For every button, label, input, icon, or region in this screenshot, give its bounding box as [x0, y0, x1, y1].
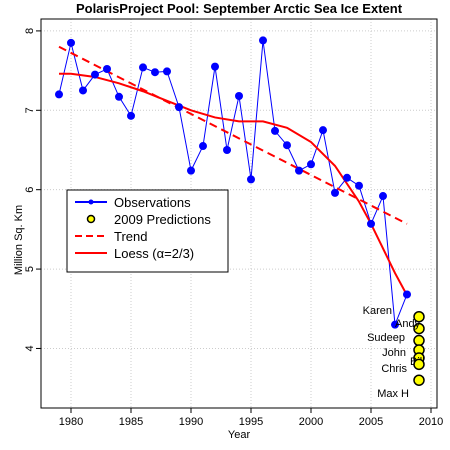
observation-point: [307, 160, 315, 169]
prediction-label: John: [382, 347, 406, 359]
observation-point: [259, 36, 267, 45]
x-tick-label: 2005: [359, 416, 383, 428]
observation-point: [355, 181, 363, 190]
observation-point: [271, 126, 279, 135]
y-tick-label: 8: [24, 28, 36, 34]
observation-point: [343, 173, 351, 182]
legend-label: Observations: [114, 195, 191, 210]
y-tick-label: 4: [24, 345, 36, 351]
observation-point: [379, 192, 387, 201]
observation-point: [127, 111, 135, 120]
axes: 1980 1985 1990 1995 2000 2005 2010 4 5 6 7 8: [24, 18, 443, 428]
prediction-label: Max H: [377, 388, 409, 400]
observation-point: [367, 219, 375, 228]
observation-point: [295, 166, 303, 175]
y-tick-label: 6: [24, 187, 36, 193]
observation-point: [139, 63, 147, 72]
x-tick-label: 2010: [419, 416, 443, 428]
observation-point: [211, 62, 219, 71]
observation-point: [223, 145, 231, 154]
prediction-label: Chris: [381, 363, 407, 375]
x-tick-label: 1990: [179, 416, 203, 428]
prediction-point: [413, 358, 425, 371]
trend-line: [58, 45, 408, 225]
plot-area: KarenAndySudeepJohnBillChrisMax H: [55, 36, 425, 400]
x-tick-label: 2000: [299, 416, 323, 428]
observation-point: [235, 92, 243, 101]
plot-frame: [40, 18, 438, 409]
legend-box: [66, 189, 229, 273]
observation-point: [187, 166, 195, 175]
observation-point: [103, 65, 111, 74]
observation-point: [283, 141, 291, 150]
observations-line: [58, 40, 408, 325]
legend-marker-predictions: [86, 214, 96, 224]
observation-point: [199, 142, 207, 151]
x-tick-label: 1995: [239, 416, 263, 428]
observation-point: [175, 103, 183, 112]
observation-point: [67, 38, 75, 47]
legend-label: Loess (α=2/3): [114, 246, 194, 261]
prediction-point: [413, 322, 425, 335]
observation-point: [115, 92, 123, 101]
y-tick-label: 7: [24, 107, 36, 113]
prediction-point: [413, 310, 425, 323]
observation-point: [331, 188, 339, 197]
legend-marker-observations: [88, 199, 94, 205]
observation-point: [391, 320, 399, 329]
observation-point: [319, 126, 327, 135]
x-axis-label: Year: [228, 429, 251, 441]
observation-point: [91, 70, 99, 79]
legend-label: 2009 Predictions: [114, 212, 211, 227]
y-axis-label: Million Sq. Km: [13, 205, 25, 275]
x-tick-label: 1980: [59, 416, 83, 428]
observation-point: [151, 68, 159, 77]
chart-title: PolarisProject Pool: September Arctic Se…: [76, 1, 403, 16]
x-tick-label: 1985: [119, 416, 143, 428]
prediction-label: Sudeep: [367, 332, 405, 344]
legend: Observations 2009 Predictions Trend Loess (…: [66, 189, 229, 273]
prediction-label: Karen: [363, 305, 392, 317]
prediction-point: [413, 334, 425, 347]
legend-label: Trend: [114, 229, 147, 244]
y-tick-label: 5: [24, 266, 36, 272]
observation-point: [79, 86, 87, 95]
observation-point: [247, 175, 255, 184]
prediction-point: [413, 374, 425, 386]
prediction-label: Andy: [395, 318, 421, 330]
observation-point: [163, 67, 171, 76]
loess-curve: [59, 72, 408, 296]
observation-point: [55, 90, 63, 99]
observation-point: [403, 290, 411, 299]
